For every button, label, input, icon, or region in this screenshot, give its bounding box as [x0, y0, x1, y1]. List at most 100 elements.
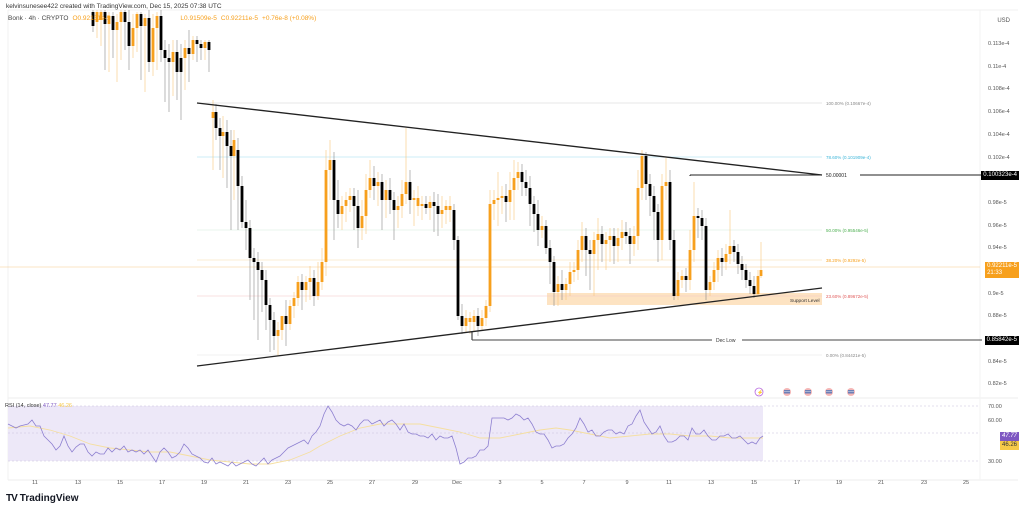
- tradingview-logo[interactable]: TV TradingView: [6, 493, 79, 504]
- candle: [248, 228, 252, 258]
- candle: [214, 112, 218, 128]
- candle: [452, 210, 456, 240]
- candle: [412, 198, 416, 200]
- candle: [480, 318, 484, 326]
- time-tick: 13: [75, 480, 81, 486]
- candle: [131, 28, 135, 46]
- candle: [732, 246, 736, 252]
- svg-text:70.00: 70.00: [988, 404, 1002, 410]
- candle: [211, 112, 215, 118]
- svg-text:0.82e-5: 0.82e-5: [988, 381, 1007, 387]
- candle: [708, 282, 712, 290]
- svg-text:⚡: ⚡: [757, 389, 763, 396]
- candle: [448, 206, 452, 210]
- rsi-line: [7, 405, 764, 467]
- rsi-axis: 70.00 60.00 30.00: [988, 404, 1002, 465]
- candle: [292, 298, 296, 306]
- us-flag-icon: [847, 388, 855, 396]
- rsi-band: [8, 406, 763, 461]
- candle: [712, 270, 716, 282]
- time-tick: 15: [117, 480, 123, 486]
- candle: [316, 282, 320, 296]
- candle: [724, 254, 728, 262]
- candle: [676, 280, 680, 296]
- candle: [572, 270, 576, 272]
- candle: [512, 178, 516, 190]
- candle: [688, 250, 692, 280]
- candle: [183, 48, 187, 58]
- candle: [532, 204, 536, 214]
- fib-0-label: 0.00% (0.84421e-5): [826, 353, 866, 358]
- candle: [468, 318, 472, 322]
- candle: [620, 232, 624, 238]
- candle: [199, 44, 203, 48]
- candle: [668, 182, 672, 240]
- candle: [596, 234, 600, 240]
- candle: [328, 160, 332, 170]
- candle: [660, 186, 664, 240]
- fib-382-label: 38.20% (0.9292e-5): [826, 258, 866, 263]
- candle: [504, 196, 508, 202]
- svg-text:60.00: 60.00: [988, 418, 1002, 424]
- candle: [636, 188, 640, 236]
- candlestick-series: [91, 10, 763, 356]
- tv-logo-icon: TV: [6, 493, 18, 504]
- rsi-legend[interactable]: RSI (14, close) 47.77 46.26: [5, 403, 72, 409]
- candle: [276, 330, 280, 336]
- time-tick: 7: [582, 480, 585, 486]
- svg-text:0.84e-5: 0.84e-5: [988, 359, 1007, 365]
- candle: [568, 272, 572, 284]
- candle: [612, 236, 616, 246]
- candle: [139, 14, 143, 26]
- candle: [628, 236, 632, 244]
- candle: [604, 240, 608, 244]
- candle: [424, 204, 428, 208]
- candle: [728, 246, 732, 254]
- candle: [171, 52, 175, 62]
- time-tick: 25: [963, 480, 969, 486]
- candle: [159, 16, 163, 50]
- candle: [175, 52, 179, 72]
- rsi-ma-tag: 46.26: [999, 441, 1019, 450]
- candle: [115, 22, 119, 30]
- time-tick: Dec: [452, 480, 462, 486]
- svg-text:0.88e-5: 0.88e-5: [988, 313, 1007, 319]
- time-tick: 25: [327, 480, 333, 486]
- candle: [195, 40, 199, 44]
- currency-label[interactable]: USD: [997, 18, 1010, 24]
- candle: [312, 278, 316, 296]
- candle: [119, 12, 123, 22]
- candle: [320, 262, 324, 282]
- time-tick: 13: [708, 480, 714, 486]
- resistance-price-tag: 0.100323e-4: [981, 171, 1019, 180]
- candle: [664, 182, 668, 186]
- dec-low-label: Dec Low: [716, 338, 736, 344]
- fib-levels: [0, 102, 980, 356]
- time-tick: 3: [498, 480, 501, 486]
- candle: [672, 240, 676, 296]
- candle: [260, 270, 264, 280]
- candle: [135, 14, 139, 28]
- candle: [460, 316, 464, 326]
- svg-text:0.9e-5: 0.9e-5: [988, 291, 1004, 297]
- candle: [348, 196, 352, 200]
- fib-786-label: 78.60% (0.101909e-4): [826, 155, 871, 160]
- candle: [384, 190, 388, 200]
- candle: [648, 184, 652, 196]
- low-value: L0.91509e-5: [180, 15, 217, 22]
- current-price-tag: 0.92211e-5 21:33: [985, 262, 1019, 278]
- candle: [280, 316, 284, 330]
- symbol-name[interactable]: Bonk · 4h · CRYPTO: [8, 15, 69, 22]
- candle: [500, 196, 504, 198]
- candle: [225, 132, 229, 146]
- candle: [264, 280, 268, 305]
- candle: [600, 234, 604, 244]
- svg-text:0.106e-4: 0.106e-4: [988, 109, 1010, 115]
- candle: [163, 50, 167, 58]
- candle: [380, 182, 384, 200]
- candle: [155, 16, 159, 28]
- candle: [752, 286, 756, 294]
- candle: [680, 276, 684, 280]
- svg-text:0.94e-5: 0.94e-5: [988, 245, 1007, 251]
